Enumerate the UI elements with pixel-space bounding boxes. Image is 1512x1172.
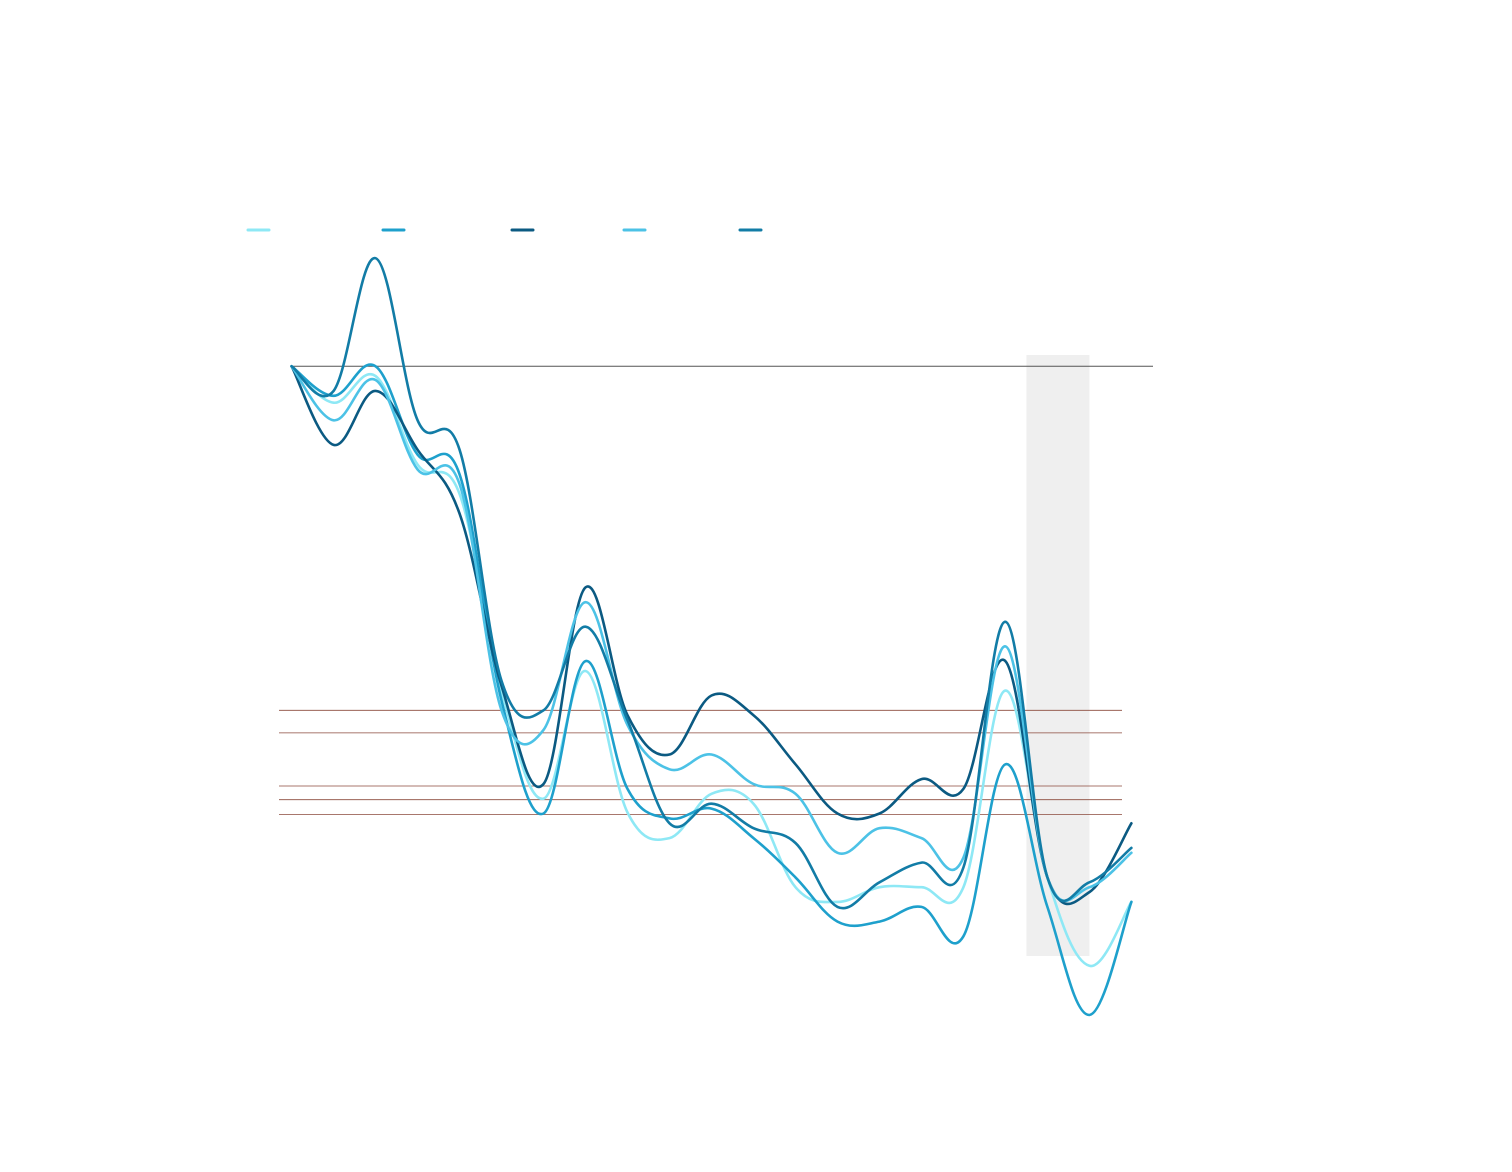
series-line-1 — [290, 365, 1133, 968]
series-line-5 — [290, 256, 1133, 910]
series-line-4 — [290, 365, 1133, 903]
series-group — [290, 256, 1133, 1017]
shaded-region — [1026, 355, 1090, 956]
series-line-3 — [290, 365, 1133, 906]
series-line-2 — [290, 363, 1133, 1017]
reference-lines — [279, 709, 1122, 815]
